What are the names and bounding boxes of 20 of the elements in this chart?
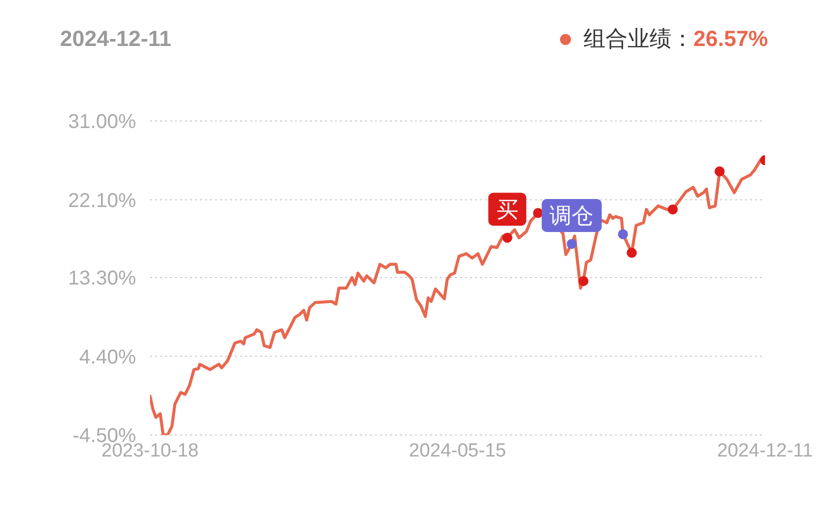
chart-title: 2024-12-11	[60, 26, 172, 52]
annotation: 调仓	[550, 204, 594, 229]
point	[618, 229, 628, 240]
point	[626, 248, 637, 258]
callout-tag: 买	[488, 192, 526, 226]
point	[578, 276, 588, 286]
point	[714, 166, 725, 176]
text: 26.57%	[693, 26, 768, 52]
x-tick-label: 2024-05-15	[408, 440, 506, 462]
y-tick-label: 31.00%	[68, 111, 136, 134]
x-tick-label: 2024-12-11	[717, 440, 813, 462]
callout-tag: 调仓	[542, 198, 602, 232]
point	[502, 232, 512, 243]
y-tick-label: 22.10%	[68, 190, 136, 212]
legend-label: 组合业绩：	[583, 26, 694, 54]
point	[566, 238, 577, 249]
annotation: 买	[496, 198, 518, 223]
point	[668, 204, 678, 214]
y-tick-label: 13.30%	[68, 268, 136, 290]
y-tick-label: 4.40%	[79, 346, 136, 368]
